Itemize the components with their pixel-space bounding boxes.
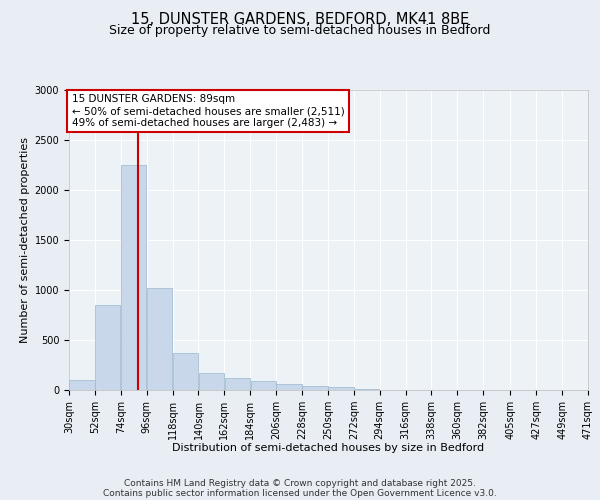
Bar	[224, 378, 250, 390]
Bar	[328, 387, 353, 390]
Text: Contains HM Land Registry data © Crown copyright and database right 2025.: Contains HM Land Registry data © Crown c…	[124, 478, 476, 488]
Text: Contains public sector information licensed under the Open Government Licence v3: Contains public sector information licen…	[103, 488, 497, 498]
Text: 15 DUNSTER GARDENS: 89sqm
← 50% of semi-detached houses are smaller (2,511)
49% : 15 DUNSTER GARDENS: 89sqm ← 50% of semi-…	[71, 94, 344, 128]
Text: 15, DUNSTER GARDENS, BEDFORD, MK41 8BE: 15, DUNSTER GARDENS, BEDFORD, MK41 8BE	[131, 12, 469, 28]
Bar	[354, 389, 379, 390]
Bar	[277, 384, 302, 390]
Text: Size of property relative to semi-detached houses in Bedford: Size of property relative to semi-detach…	[109, 24, 491, 37]
Bar	[302, 386, 328, 390]
Bar	[95, 305, 121, 390]
Bar	[147, 288, 172, 390]
Bar	[199, 372, 224, 390]
Bar	[251, 381, 276, 390]
Bar	[121, 165, 146, 390]
Bar	[173, 352, 198, 390]
Bar	[69, 380, 95, 390]
X-axis label: Distribution of semi-detached houses by size in Bedford: Distribution of semi-detached houses by …	[172, 444, 485, 454]
Y-axis label: Number of semi-detached properties: Number of semi-detached properties	[20, 137, 31, 343]
